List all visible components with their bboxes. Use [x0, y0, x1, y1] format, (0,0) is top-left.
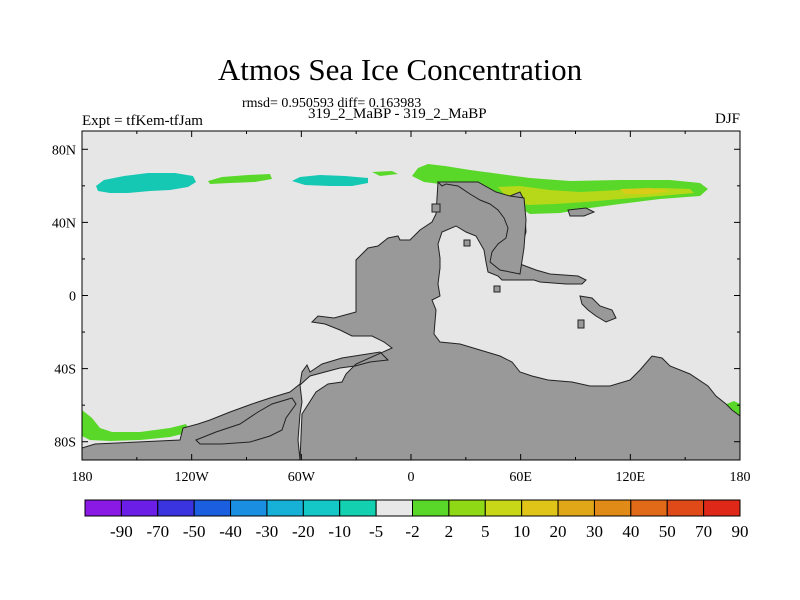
colorbar-label: -70: [146, 522, 169, 541]
colorbar-swatch: [593, 499, 632, 517]
colorbar-label: 20: [550, 522, 567, 541]
colorbar-swatch: [412, 499, 450, 517]
ice-north-atlantic-negative: [96, 173, 196, 193]
colorbar-label: 50: [659, 522, 676, 541]
ice-small-positive: [372, 171, 398, 176]
land-east-island-b: [567, 207, 596, 217]
season-label: DJF: [714, 111, 740, 127]
plot-title: Atmos Sea Ice Concentration: [217, 52, 583, 87]
colorbar-label: 30: [586, 522, 603, 541]
colorbar-label: -2: [405, 522, 419, 541]
map-panel: 80N 40N 0 40S 80S 180 120W 60W 0 60E 120E 180: [52, 130, 751, 485]
land-northern-plateau: [436, 181, 527, 275]
colorbar-swatch: [375, 499, 414, 517]
colorbar-swatch: [230, 499, 268, 517]
lat-label: 80S: [54, 436, 76, 451]
colorbar-label: 5: [481, 522, 490, 541]
colorbar-label: -10: [328, 522, 351, 541]
land-southern-block: [195, 397, 297, 445]
colorbar-swatch: [630, 499, 668, 517]
colorbar-swatch: [557, 499, 595, 517]
colorbar-labels: -90 -70 -50 -40 -30 -20 -10 -5 -2 2 5 10 20 30 40 50 70 9…: [110, 522, 748, 541]
lon-label: 120E: [616, 470, 646, 485]
lon-label: 60E: [509, 470, 532, 485]
lat-label: 80N: [52, 143, 76, 158]
ice-greenland-sea-negative: [292, 175, 368, 186]
colorbar-swatch: [120, 499, 159, 517]
lon-label: 180: [72, 470, 93, 485]
colorbar-label: 40: [622, 522, 639, 541]
colorbar-swatch: [157, 499, 195, 517]
land-islet-2: [463, 239, 471, 247]
colorbar-swatch: [448, 499, 486, 517]
colorbar-swatch: [84, 499, 122, 517]
colorbar-label: -20: [292, 522, 315, 541]
land-islet-4: [577, 319, 585, 329]
colorbar-label: 90: [732, 522, 749, 541]
lon-label: 120W: [175, 470, 210, 485]
land-east-island-a: [579, 295, 617, 323]
colorbar-label: -90: [110, 522, 133, 541]
colorbar-swatch: [521, 499, 559, 517]
ice-south-west-positive: [82, 410, 190, 441]
colorbar-swatch: [484, 499, 523, 517]
lon-label: 60W: [288, 470, 316, 485]
lon-label: 180: [730, 470, 751, 485]
lat-label: 0: [69, 290, 76, 305]
colorbar-label: -5: [369, 522, 383, 541]
colorbar-swatch: [666, 499, 705, 517]
colorbar: [84, 499, 741, 517]
colorbar-swatch: [302, 499, 341, 517]
land-layer: [81, 181, 741, 461]
ice-ridge-positive: [208, 174, 272, 184]
colorbar-label: 2: [445, 522, 454, 541]
axis-ticks: [81, 131, 741, 460]
colorbar-label: -50: [183, 522, 206, 541]
lat-label: 40N: [52, 216, 76, 231]
experiment-label: Expt = tfKem-tfJam: [82, 113, 203, 129]
latitude-labels: 80N 40N 0 40S 80S: [52, 143, 76, 450]
colorbar-label: 70: [695, 522, 712, 541]
ice-arctic-positive: [412, 164, 708, 214]
ice-arctic-max: [620, 188, 670, 194]
colorbar-swatch: [703, 499, 741, 517]
colorbar-swatch: [266, 499, 304, 517]
land-islet-1: [431, 203, 441, 213]
colorbar-swatch: [339, 499, 377, 517]
colorbar-label: 10: [513, 522, 530, 541]
land-islet-3: [493, 285, 501, 293]
longitude-labels: 180 120W 60W 0 60E 120E 180: [72, 470, 751, 485]
lat-label: 40S: [54, 363, 76, 378]
colorbar-swatch: [193, 499, 232, 517]
lon-label: 0: [408, 470, 415, 485]
center-label: 319_2_MaBP - 319_2_MaBP: [308, 106, 487, 122]
land-eurasia-africa: [81, 181, 741, 461]
stats-text: rmsd= 0.950593 diff= 0.163983: [242, 96, 422, 111]
colorbar-label: -40: [219, 522, 242, 541]
colorbar-label: -30: [256, 522, 279, 541]
